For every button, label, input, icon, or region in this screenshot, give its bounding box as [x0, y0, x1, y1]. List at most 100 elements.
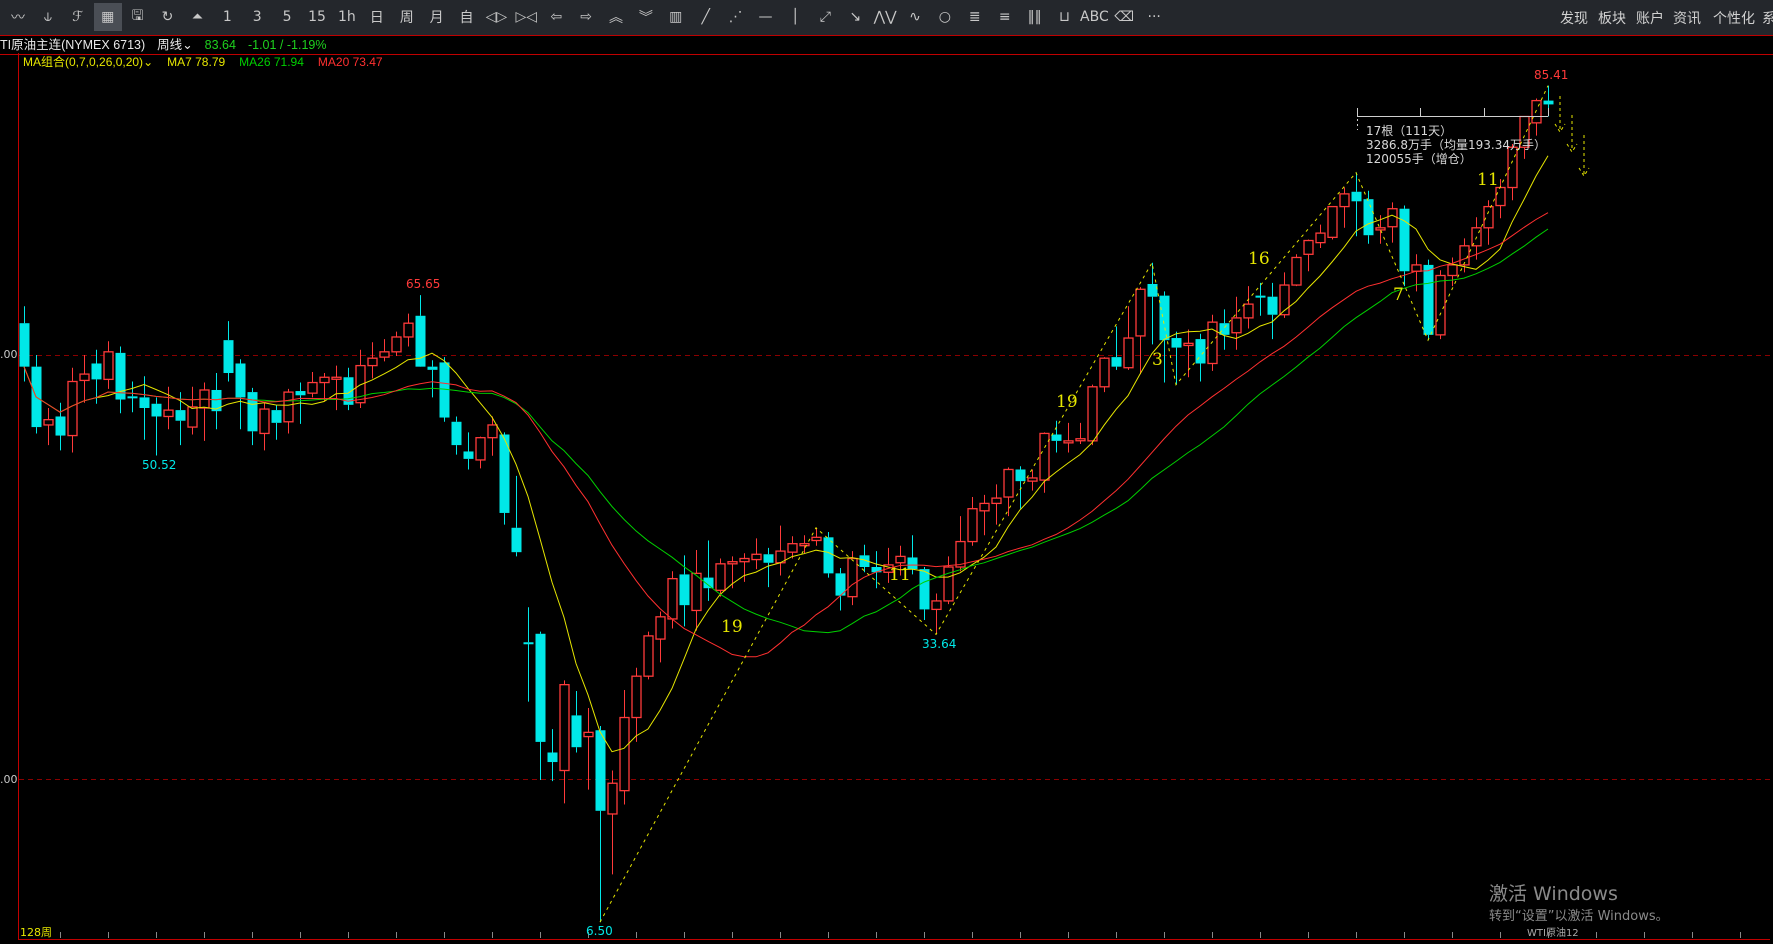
candle[interactable]: [595, 726, 606, 923]
candle[interactable]: [1399, 205, 1410, 287]
period-button[interactable]: 周: [399, 10, 414, 26]
period-button[interactable]: 1h: [338, 9, 356, 25]
candle[interactable]: [1339, 187, 1350, 228]
candle[interactable]: [895, 545, 906, 576]
symbol-name[interactable]: TI原油主连(NYMEX 6713): [0, 38, 146, 52]
candle[interactable]: [787, 536, 798, 559]
candle[interactable]: [1111, 326, 1122, 370]
period-button[interactable]: 15: [308, 9, 326, 25]
candle[interactable]: [343, 367, 354, 411]
candle[interactable]: [1003, 467, 1014, 517]
candlestick-icon[interactable]: ⫝: [43, 9, 53, 25]
period-button[interactable]: 月: [429, 10, 444, 26]
candle[interactable]: [1087, 384, 1098, 446]
candle[interactable]: [355, 349, 366, 408]
arrow-line-icon[interactable]: ↘: [849, 9, 862, 25]
menu-item[interactable]: 发现: [1560, 11, 1588, 27]
candle[interactable]: [835, 568, 846, 611]
candle[interactable]: [943, 556, 954, 605]
candle[interactable]: [499, 432, 510, 525]
candle[interactable]: [1435, 270, 1446, 340]
candle[interactable]: [799, 535, 810, 554]
period-button[interactable]: 1: [222, 9, 232, 25]
period-button[interactable]: 3: [252, 9, 262, 25]
candle[interactable]: [247, 387, 258, 446]
candle[interactable]: [1291, 254, 1302, 287]
candle[interactable]: [1207, 314, 1218, 371]
menu-item[interactable]: 个性化: [1713, 11, 1755, 27]
candle[interactable]: [415, 295, 426, 367]
candle[interactable]: [103, 341, 114, 389]
candle[interactable]: [511, 475, 522, 557]
arrow-left-icon[interactable]: ⇦: [550, 9, 563, 25]
candle[interactable]: [403, 313, 414, 347]
candle[interactable]: [1075, 422, 1086, 445]
candle[interactable]: [1195, 333, 1206, 382]
save-icon[interactable]: 🖫: [131, 8, 144, 24]
ruler-tool[interactable]: [1357, 108, 1549, 130]
candle[interactable]: [991, 484, 1002, 525]
candle[interactable]: [475, 436, 486, 469]
candle[interactable]: [187, 386, 198, 435]
candle[interactable]: [679, 555, 690, 627]
candle[interactable]: [1303, 239, 1314, 272]
candle[interactable]: [319, 373, 330, 402]
eraser-icon[interactable]: ⌫: [1114, 9, 1135, 25]
candle[interactable]: [847, 551, 858, 606]
candle[interactable]: [367, 342, 378, 379]
candle[interactable]: [1351, 172, 1362, 237]
ma-group-select[interactable]: MA组合(0,7,0,26,0,20)⌄: [23, 55, 153, 69]
candle[interactable]: [823, 532, 834, 578]
candle[interactable]: [31, 355, 42, 434]
candle[interactable]: [691, 550, 702, 631]
period-select[interactable]: 周线⌄: [157, 36, 193, 54]
candle[interactable]: [655, 611, 666, 663]
candle[interactable]: [67, 367, 78, 453]
line-draw-icon[interactable]: ╱: [701, 9, 710, 25]
candle[interactable]: [739, 553, 750, 582]
gann-icon[interactable]: ≣: [968, 9, 981, 25]
candle[interactable]: [907, 535, 918, 575]
segment-icon[interactable]: ⤢: [819, 9, 831, 25]
tick-chart-icon[interactable]: ℱ: [72, 9, 84, 25]
candle[interactable]: [259, 401, 270, 451]
candle[interactable]: [1219, 309, 1230, 350]
candle[interactable]: [151, 397, 162, 456]
candle[interactable]: [43, 408, 54, 446]
candle[interactable]: [379, 339, 390, 362]
candle[interactable]: [547, 729, 558, 782]
candle[interactable]: [223, 321, 234, 382]
candle[interactable]: [55, 402, 66, 451]
fibonacci-icon[interactable]: ≡: [998, 9, 1011, 25]
candle[interactable]: [463, 432, 474, 470]
candle[interactable]: [139, 376, 150, 440]
candle[interactable]: [583, 707, 594, 790]
candle[interactable]: [871, 551, 882, 589]
candle[interactable]: [1123, 306, 1134, 370]
candle[interactable]: [1051, 420, 1062, 453]
horizontal-line-icon[interactable]: —: [758, 9, 773, 25]
menu-item[interactable]: 系: [1762, 11, 1773, 27]
menu-item[interactable]: 账户: [1636, 11, 1664, 27]
candle[interactable]: [1099, 357, 1110, 393]
candle[interactable]: [127, 381, 138, 413]
more-icon[interactable]: ···: [1147, 9, 1161, 25]
indicator-icon[interactable]: ⏶: [191, 9, 203, 25]
candle[interactable]: [235, 359, 246, 430]
zigzag-line[interactable]: [599, 85, 1549, 923]
candle[interactable]: [619, 689, 630, 805]
refresh-icon[interactable]: ↻: [161, 9, 174, 25]
ruler-icon[interactable]: ⊔: [1059, 9, 1070, 25]
candle[interactable]: [1231, 296, 1242, 350]
candle[interactable]: [199, 382, 210, 441]
candle[interactable]: [1375, 215, 1386, 244]
period-button[interactable]: 自: [459, 10, 474, 26]
candle[interactable]: [1387, 202, 1398, 243]
candle[interactable]: [451, 416, 462, 455]
chevron-double-up-icon[interactable]: ︽: [609, 10, 623, 26]
candle[interactable]: [703, 540, 714, 601]
candle[interactable]: [1039, 432, 1050, 493]
candle[interactable]: [331, 365, 342, 411]
candle[interactable]: [931, 593, 942, 635]
